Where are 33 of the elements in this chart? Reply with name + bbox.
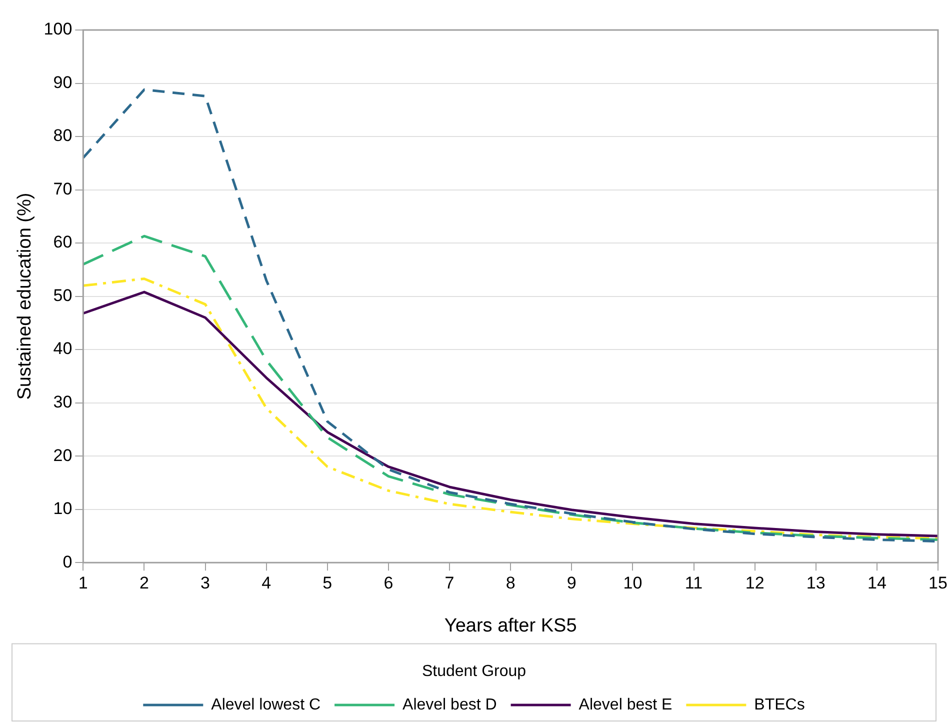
legend-label: Alevel best D xyxy=(402,696,497,714)
y-axis-title: Sustained education (%) xyxy=(14,192,36,400)
y-tick-label: 70 xyxy=(53,179,72,198)
x-tick-label: 5 xyxy=(322,573,332,592)
x-tick-label: 2 xyxy=(139,573,149,592)
legend-label: BTECs xyxy=(754,696,805,714)
x-tick-label: 14 xyxy=(867,573,886,592)
x-tick-label: 7 xyxy=(444,573,454,592)
x-tick-label: 10 xyxy=(623,573,642,592)
y-tick-label: 90 xyxy=(53,72,72,92)
y-tick-label: 20 xyxy=(53,446,72,465)
x-tick-label: 13 xyxy=(806,573,826,592)
x-tick-label: 15 xyxy=(928,573,948,592)
y-tick-label: 40 xyxy=(53,339,72,358)
x-tick-label: 11 xyxy=(684,573,703,592)
x-tick-label: 1 xyxy=(78,573,88,592)
y-tick-label: 0 xyxy=(62,552,72,572)
y-tick-label: 50 xyxy=(53,286,72,305)
y-tick-label: 60 xyxy=(53,232,72,252)
x-tick-label: 9 xyxy=(566,573,576,592)
y-tick-label: 80 xyxy=(53,126,72,146)
x-tick-label: 8 xyxy=(506,573,516,592)
x-tick-label: 12 xyxy=(745,573,764,592)
x-axis-title: Years after KS5 xyxy=(444,616,577,637)
y-tick-label: 10 xyxy=(53,499,72,518)
x-tick-label: 4 xyxy=(262,573,272,592)
y-tick-label: 100 xyxy=(44,20,72,39)
x-tick-label: 3 xyxy=(200,573,210,592)
legend-label: Alevel best E xyxy=(578,696,672,714)
y-tick-label: 30 xyxy=(53,392,72,412)
x-tick-label: 6 xyxy=(384,573,394,592)
legend-label: Alevel lowest C xyxy=(211,696,321,714)
legend-title: Student Group xyxy=(422,663,526,680)
